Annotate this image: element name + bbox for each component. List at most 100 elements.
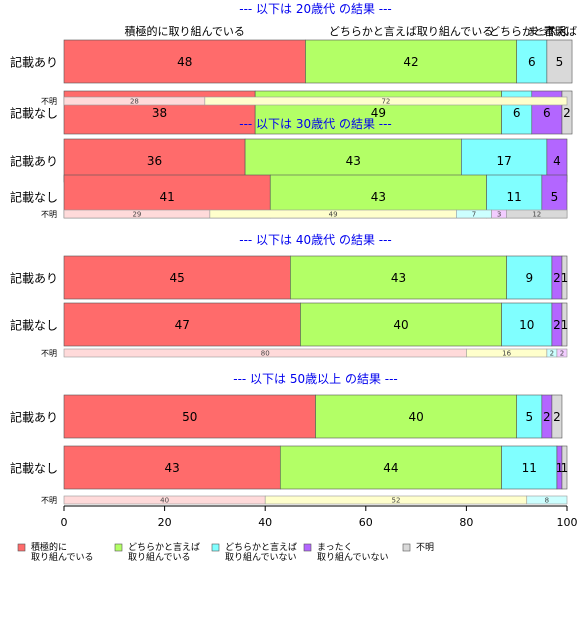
header-label-1: どちらかと言えば取り組んでいる <box>329 25 493 38</box>
x-tick-label: 80 <box>459 516 473 529</box>
x-tick-label: 20 <box>158 516 172 529</box>
bar-segment <box>546 39 573 84</box>
bar-segment <box>551 394 563 439</box>
data-label: 8 <box>545 497 549 505</box>
header-label-0: 積極的に取り組んでいる <box>124 24 244 38</box>
row-label: 記載なし <box>10 318 58 333</box>
bar-segment <box>501 445 558 490</box>
bar-segment <box>63 394 316 439</box>
group-title-0: --- 以下は 20歳代 の結果 --- <box>239 2 392 16</box>
data-label: 72 <box>381 98 390 106</box>
row-label: 記載あり <box>10 271 58 286</box>
bar-segment <box>63 302 301 347</box>
data-label: 7 <box>472 211 476 219</box>
legend-label-1: どちらかと言えば <box>128 541 200 553</box>
bar-segment <box>526 495 568 505</box>
x-tick-label: 100 <box>557 516 578 529</box>
legend-swatch-3 <box>303 543 312 552</box>
bar-segment <box>290 255 507 300</box>
bar-segment <box>315 394 517 439</box>
bar-segment <box>561 302 568 347</box>
row-label: 記載あり <box>10 410 58 425</box>
data-label: 28 <box>130 98 139 106</box>
bar-segment <box>561 445 568 490</box>
legend-swatch-0 <box>17 543 26 552</box>
data-label: 80 <box>261 350 270 358</box>
data-label: 2 <box>563 106 571 120</box>
row-label: 記載あり <box>10 154 58 169</box>
row-label: 記載なし <box>10 106 58 121</box>
legend-label-4: 不明 <box>416 542 434 553</box>
data-label: 29 <box>132 211 141 219</box>
data-label: 4 <box>553 154 561 168</box>
bar-segment <box>561 90 573 135</box>
bar-segment <box>516 394 543 439</box>
x-tick-label: 60 <box>359 516 373 529</box>
row-label: 記載あり <box>10 55 58 70</box>
bar-segment <box>501 302 553 347</box>
data-label: 47 <box>175 318 190 332</box>
data-label: 2 <box>560 350 564 358</box>
data-label: 2 <box>553 318 561 332</box>
legend-label-1-line2: 取り組んでいる <box>128 551 191 563</box>
data-label: 6 <box>528 55 536 69</box>
bar-segment <box>300 302 502 347</box>
header-label-4: 不明 <box>544 25 566 38</box>
data-label: 2 <box>553 410 561 424</box>
bar-segment <box>506 255 553 300</box>
data-label: 40 <box>160 497 169 505</box>
bar-segment <box>204 96 568 106</box>
x-tick-label: 0 <box>61 516 68 529</box>
legend-swatch-4 <box>402 543 411 552</box>
bar-segment <box>561 255 568 300</box>
row-label: 記載なし <box>10 190 58 205</box>
bar-segment <box>556 348 568 358</box>
data-label: 11 <box>507 190 522 204</box>
group-title-1: --- 以下は 30歳代 の結果 --- <box>239 117 392 131</box>
legend-label-0-line2: 取り組んでいる <box>31 551 94 563</box>
data-label: 10 <box>519 318 534 332</box>
data-label: 5 <box>556 55 564 69</box>
legend-swatch-2 <box>211 543 220 552</box>
bar-segment <box>305 39 517 84</box>
legend-label-2-line2: 取り組んでいない <box>225 551 297 563</box>
data-label: 3 <box>497 211 501 219</box>
row-label: 不明 <box>41 210 57 219</box>
legend-swatch-1 <box>114 543 123 552</box>
data-label: 11 <box>522 461 537 475</box>
header-label-2: どちらかと言えば <box>489 25 577 38</box>
data-label: 43 <box>165 461 180 475</box>
bar-segment <box>506 209 568 219</box>
row-label: 不明 <box>41 97 57 106</box>
bar-segment <box>516 39 548 84</box>
bar-segment <box>63 255 291 300</box>
data-label: 44 <box>383 461 398 475</box>
data-label: 36 <box>147 154 162 168</box>
group-title-3: --- 以下は 50歳以上 の結果 --- <box>233 372 398 386</box>
bar-segment <box>63 39 306 84</box>
data-label: 41 <box>159 190 174 204</box>
header-label-3: まったく <box>527 25 571 38</box>
data-label: 5 <box>525 410 533 424</box>
data-label: 9 <box>525 271 533 285</box>
data-label: 2 <box>543 410 551 424</box>
data-label: 43 <box>391 271 406 285</box>
legend-label-3-line2: 取り組んでいない <box>317 551 389 563</box>
data-label: 1 <box>561 318 569 332</box>
data-label: 40 <box>408 410 423 424</box>
bar-segment <box>279 445 502 490</box>
data-label: 12 <box>532 211 541 219</box>
legend-label-0: 積極的に <box>31 541 67 553</box>
data-label: 17 <box>496 154 511 168</box>
data-label: 38 <box>152 106 167 120</box>
legend-label-2: どちらかと言えば <box>225 541 297 553</box>
data-label: 45 <box>170 271 185 285</box>
data-label: 6 <box>513 106 521 120</box>
group-title-2: --- 以下は 40歳代 の結果 --- <box>239 233 392 247</box>
data-label: 49 <box>329 211 338 219</box>
data-label: 1 <box>561 271 569 285</box>
data-label: 48 <box>177 55 192 69</box>
data-label: 40 <box>393 318 408 332</box>
data-label: 43 <box>371 190 386 204</box>
